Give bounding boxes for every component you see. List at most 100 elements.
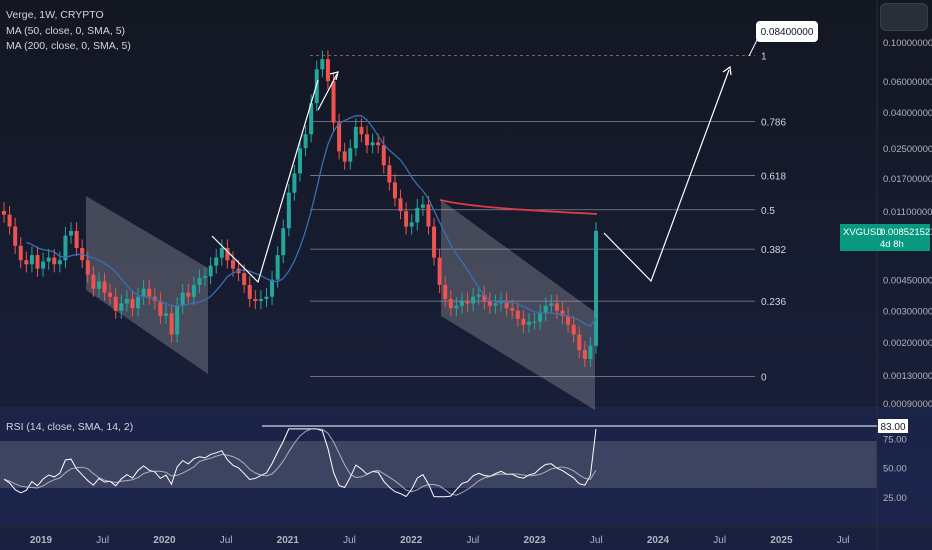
rsi-band [0, 441, 877, 488]
candle-body [532, 321, 537, 323]
candle-body [180, 292, 185, 306]
price-tick-label: 0.01700000 [883, 174, 932, 185]
ma50-legend[interactable]: MA (50, close, 0, SMA, 5) [6, 25, 126, 37]
candlesticks [2, 50, 598, 367]
candle-body [365, 134, 370, 146]
candle-body [303, 134, 308, 149]
candle-body [191, 284, 196, 297]
candle-body [398, 198, 403, 212]
time-tick-label: Jul [713, 535, 726, 546]
time-tick-label: 2019 [30, 535, 53, 546]
candle-body [487, 301, 492, 306]
candle-body [381, 145, 386, 166]
candle-body [29, 255, 34, 265]
candle-body [197, 277, 202, 285]
fib-label: 0.236 [761, 297, 786, 308]
time-tick-label: Jul [590, 535, 603, 546]
candle-body [577, 334, 582, 350]
last-price-tag [840, 224, 930, 251]
time-tick-label: Jul [96, 535, 109, 546]
candle-body [426, 204, 431, 227]
candle-body [242, 273, 247, 285]
candle-body [359, 126, 364, 135]
rsi-line [3, 428, 597, 498]
target-callout-box[interactable] [756, 21, 818, 42]
candle-body [69, 230, 74, 236]
candle-body [594, 230, 598, 346]
candle-body [459, 301, 464, 306]
candle-body [175, 305, 180, 335]
time-axis[interactable]: 2019 Jul 2020 Jul 2021 Jul 2022 Jul 2023 Jul 2024 J… [30, 535, 850, 546]
price-tick-label: 0.02500000 [883, 144, 932, 155]
candle-body [571, 324, 576, 335]
candle-body [588, 345, 593, 359]
ma200-legend[interactable]: MA (200, close, 0, SMA, 5) [6, 40, 131, 52]
rsi-legend[interactable]: RSI (14, close, SMA, 14, 2) [6, 421, 134, 433]
candle-body [270, 279, 275, 297]
candle-body [582, 349, 587, 359]
candle-body [136, 296, 141, 309]
candle-body [454, 305, 459, 309]
candle-body [24, 260, 29, 265]
candle-body [566, 316, 571, 325]
candle-body [35, 255, 40, 269]
candle-body [476, 294, 481, 297]
candle-body [41, 261, 46, 269]
candle-body [208, 265, 213, 277]
rsi-pane-background [0, 409, 932, 526]
candle-body [169, 313, 174, 335]
rsi-value-tag [878, 419, 908, 433]
candle-body [74, 230, 79, 249]
candle-body [370, 142, 375, 146]
candle-body [119, 303, 124, 311]
fib-label: 1 [761, 51, 767, 62]
candle-body [309, 103, 314, 135]
candle-body [538, 313, 543, 322]
price-tick-label: 0.06000000 [883, 77, 932, 88]
settings-button[interactable] [880, 3, 928, 31]
candle-body [7, 214, 12, 227]
candle-body [415, 207, 420, 223]
candle-body [292, 173, 297, 193]
fib-label: 0.5 [761, 206, 775, 217]
price-tick-label: 0.00200000 [883, 338, 932, 349]
rsi-axis: 75.00 50.00 25.00 [883, 434, 907, 504]
candle-body [331, 81, 336, 123]
candle-body [108, 292, 113, 297]
fib-label: 0.786 [761, 117, 786, 128]
candle-body [186, 292, 191, 297]
candle-body [264, 296, 269, 299]
fibonacci-levels: 1 0.786 0.618 0.5 0.382 0.236 0 [310, 51, 786, 384]
rsi-ma-line [3, 428, 597, 496]
candle-body [91, 274, 96, 289]
rsi-value-text: 83.00 [880, 422, 905, 433]
candle-body [342, 151, 347, 162]
candle-body [376, 142, 381, 146]
time-tick-label: Jul [837, 535, 850, 546]
time-tick-label: Jul [220, 535, 233, 546]
candle-body [281, 228, 286, 256]
price-tick-label: 0.00130000 [883, 371, 932, 382]
candle-body [286, 192, 291, 229]
candle-body [57, 260, 62, 265]
projection-arrow-head [722, 65, 732, 76]
price-tick-label: 0.04000000 [883, 108, 932, 119]
candle-body [158, 301, 163, 317]
candle-body [85, 260, 90, 275]
candle-body [275, 255, 280, 280]
candle-body [448, 298, 453, 309]
target-callout-text: 0.08400000 [761, 27, 814, 38]
rsi-tick-label: 75.00 [883, 434, 907, 445]
fib-label: 0.382 [761, 245, 786, 256]
symbol-legend[interactable]: Verge, 1W, CRYPTO [6, 9, 104, 21]
candle-body [510, 308, 515, 311]
candle-body [214, 257, 219, 266]
candle-body [2, 210, 6, 215]
arrow-2020 [211, 79, 319, 284]
time-tick-label: 2020 [153, 535, 176, 546]
candle-body [141, 288, 146, 297]
candle-body [219, 248, 224, 258]
candle-body [46, 257, 51, 262]
